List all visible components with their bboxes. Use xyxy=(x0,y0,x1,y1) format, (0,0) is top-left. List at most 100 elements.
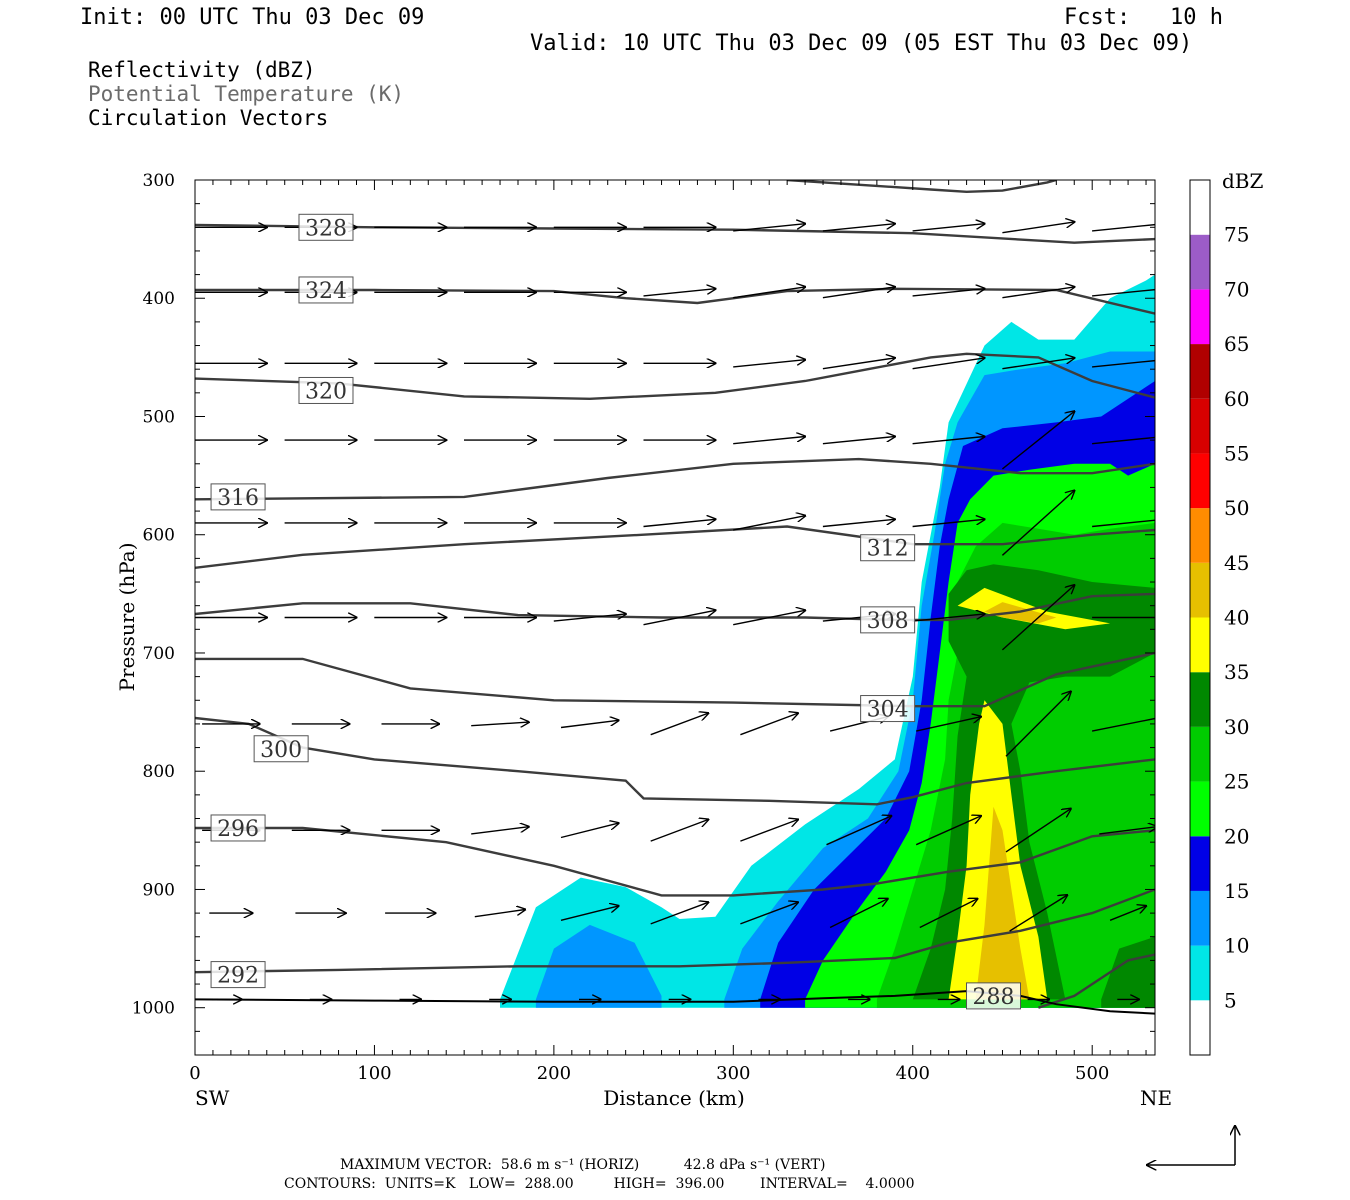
theta-contour-324 xyxy=(195,287,1155,315)
colorbar-swatch xyxy=(1190,781,1210,837)
circulation-vector xyxy=(912,437,985,445)
colorbar-level-label: 50 xyxy=(1224,496,1249,520)
circulation-vector xyxy=(1092,224,1155,232)
theta-label-296: 296 xyxy=(210,814,266,842)
colorbar-swatch xyxy=(1190,945,1210,1001)
theta-label-312: 312 xyxy=(860,534,916,562)
colorbar-swatch xyxy=(1190,562,1210,618)
reflectivity-region-30-8 xyxy=(1101,936,1155,1008)
circulation-vector xyxy=(650,713,709,736)
colorbar-level-label: 40 xyxy=(1224,606,1249,630)
y-tick-label: 400 xyxy=(143,289,175,309)
svg-text:308: 308 xyxy=(867,609,909,634)
colorbar-level-label: 70 xyxy=(1224,277,1249,301)
theta-label-304: 304 xyxy=(860,695,916,723)
theta-label-324: 324 xyxy=(298,276,354,304)
colorbar-swatch xyxy=(1190,344,1210,399)
circulation-vector xyxy=(733,287,805,299)
circulation-vector xyxy=(1005,692,1071,757)
x-axis-label: Distance (km) xyxy=(603,1086,745,1110)
circulation-vector xyxy=(826,816,892,846)
field-label-reflectivity: Reflectivity (dBZ) xyxy=(88,58,316,82)
circulation-vector xyxy=(1109,906,1146,921)
x-end-label-right: NE xyxy=(1140,1086,1172,1110)
colorbar-level-label: 65 xyxy=(1224,332,1249,356)
svg-text:292: 292 xyxy=(217,964,259,989)
circulation-vector xyxy=(1001,585,1074,651)
x-tick-label: 100 xyxy=(357,1063,391,1084)
circulation-vector xyxy=(912,614,985,622)
colorbar-swatch xyxy=(1190,180,1210,235)
circulation-vector xyxy=(1092,519,1155,528)
circulation-vector xyxy=(915,816,981,846)
theta-label-288: 288 xyxy=(966,982,1022,1010)
circulation-vector xyxy=(650,820,709,842)
svg-text:328: 328 xyxy=(305,216,347,241)
valid-time: Valid: 10 UTC Thu 03 Dec 09 (05 EST Thu … xyxy=(530,31,1193,56)
circulation-vector xyxy=(919,899,978,929)
circulation-vector xyxy=(912,358,985,370)
circulation-vector xyxy=(822,519,895,528)
svg-text:320: 320 xyxy=(305,379,347,404)
theta-label-316: 316 xyxy=(210,483,266,511)
circulation-vector xyxy=(822,224,895,232)
plot-frame xyxy=(194,179,1156,1056)
theta-label-300: 300 xyxy=(253,735,309,763)
circulation-vector xyxy=(1092,289,1155,297)
circulation-vector xyxy=(733,224,805,232)
svg-text:288: 288 xyxy=(973,985,1015,1010)
theta-label-292: 292 xyxy=(210,961,266,989)
circulation-vector xyxy=(733,610,805,626)
colorbar-level-label: 30 xyxy=(1224,715,1249,739)
theta-contour-292 xyxy=(195,888,1155,974)
svg-text:304: 304 xyxy=(867,698,909,723)
circulation-vector xyxy=(1002,358,1074,370)
reflectivity-region-40-10 xyxy=(975,806,1030,1000)
svg-text:296: 296 xyxy=(217,817,259,842)
theta-contour-288 xyxy=(1038,953,1155,1009)
circulation-vector xyxy=(650,902,709,925)
colorbar-swatch xyxy=(1190,890,1210,946)
theta-contour-296 xyxy=(195,826,1155,897)
y-tick-label: 1000 xyxy=(132,999,175,1019)
theta-label-328: 328 xyxy=(298,213,354,241)
colorbar-level-label: 60 xyxy=(1224,387,1249,411)
colorbar-swatch xyxy=(1190,289,1210,345)
x-tick-label: 0 xyxy=(189,1063,200,1084)
colorbar-swatch xyxy=(1190,836,1210,891)
init-time: Init: 00 UTC Thu 03 Dec 09 xyxy=(80,5,425,30)
colorbar-level-label: 35 xyxy=(1224,660,1249,684)
circulation-vector xyxy=(733,360,805,368)
colorbar-swatch xyxy=(1190,398,1210,454)
circulation-vector xyxy=(822,358,895,370)
colorbar-swatch xyxy=(1190,617,1210,673)
y-tick-label: 500 xyxy=(143,407,175,427)
circulation-vector xyxy=(643,289,716,297)
circulation-vector xyxy=(916,717,981,732)
circulation-vector xyxy=(912,224,985,232)
colorbar-unit: dBZ xyxy=(1222,169,1264,193)
circulation-vector xyxy=(822,287,895,299)
circulation-vector xyxy=(1002,287,1074,299)
circulation-vector xyxy=(471,722,529,726)
circulation-vector xyxy=(1002,222,1074,234)
colorbar-level-label: 20 xyxy=(1224,824,1249,848)
colorbar-frame xyxy=(1189,179,1211,1056)
circulation-vector xyxy=(829,899,888,929)
colorbar-level-label: 75 xyxy=(1224,223,1249,247)
y-tick-label: 700 xyxy=(143,644,175,664)
surface-line xyxy=(195,990,1155,1015)
svg-text:312: 312 xyxy=(867,537,909,562)
colorbar-swatch xyxy=(1190,508,1210,563)
circulation-vector xyxy=(1099,827,1155,835)
circulation-vector xyxy=(560,906,619,921)
circulation-vector xyxy=(1092,360,1155,368)
x-end-label-left: SW xyxy=(195,1086,230,1110)
colorbar-swatch xyxy=(1190,234,1210,290)
svg-text:324: 324 xyxy=(305,279,347,304)
colorbar-level-label: 15 xyxy=(1224,879,1249,903)
colorbar-swatch xyxy=(1190,1000,1210,1055)
theta-contour-11 xyxy=(787,180,1057,194)
theta-contour-312 xyxy=(195,525,1155,569)
